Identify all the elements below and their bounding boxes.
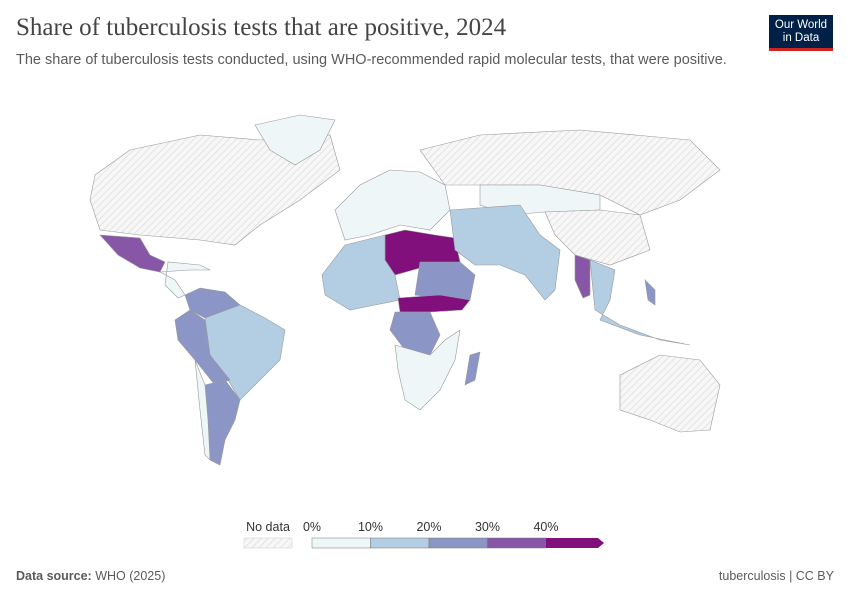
- region-russia[interactable]: [419, 129, 721, 216]
- legend-tick-label: 10%: [358, 520, 383, 534]
- region-southeast-asia[interactable]: [589, 259, 691, 346]
- chart-subtitle: The share of tuberculosis tests conducte…: [16, 52, 727, 68]
- region-chad-sudan[interactable]: [414, 261, 476, 301]
- legend-bin-3: [487, 537, 547, 549]
- region-myanmar[interactable]: [574, 254, 591, 299]
- legend-no-data-swatch: [243, 537, 293, 549]
- chart-title: Share of tuberculosis tests that are pos…: [16, 14, 507, 41]
- legend: No data 0% 10% 20% 30% 40%: [243, 520, 604, 549]
- region-mexico[interactable]: [99, 234, 166, 273]
- legend-tick-label: 0%: [303, 520, 321, 534]
- license-note[interactable]: tuberculosis | CC BY: [718, 569, 834, 583]
- region-china[interactable]: [544, 209, 651, 266]
- source-label: Data source:: [16, 569, 92, 583]
- region-canada-united-states[interactable]: [89, 134, 341, 246]
- legend-tick-label: 40%: [533, 520, 558, 534]
- region-australia[interactable]: [619, 354, 721, 433]
- owid-logo[interactable]: Our World in Data: [769, 15, 833, 51]
- legend-bin-1: [370, 537, 430, 549]
- legend-bin-4: [546, 538, 604, 548]
- source-text[interactable]: WHO (2025): [95, 569, 166, 583]
- legend-no-data-label: No data: [246, 520, 290, 534]
- region-peru-bolivia[interactable]: [174, 309, 231, 386]
- region-chile[interactable]: [194, 359, 211, 461]
- legend-tick-label: 20%: [416, 520, 441, 534]
- region-europe[interactable]: [334, 169, 451, 241]
- region-southern-africa[interactable]: [394, 329, 461, 411]
- region-central-america-caribbean[interactable]: [158, 261, 211, 299]
- region-middle-east-south-asia[interactable]: [449, 204, 561, 301]
- region-argentina[interactable]: [204, 379, 241, 466]
- region-algeria-west-africa[interactable]: [321, 234, 401, 311]
- source-note: Data source: WHO (2025): [16, 569, 165, 583]
- region-philippines[interactable]: [644, 279, 656, 306]
- legend-bin-0: [311, 537, 371, 549]
- legend-bin-2: [428, 537, 488, 549]
- legend-tick-label: 30%: [475, 520, 500, 534]
- region-greenland[interactable]: [254, 114, 336, 166]
- region-madagascar[interactable]: [464, 351, 481, 386]
